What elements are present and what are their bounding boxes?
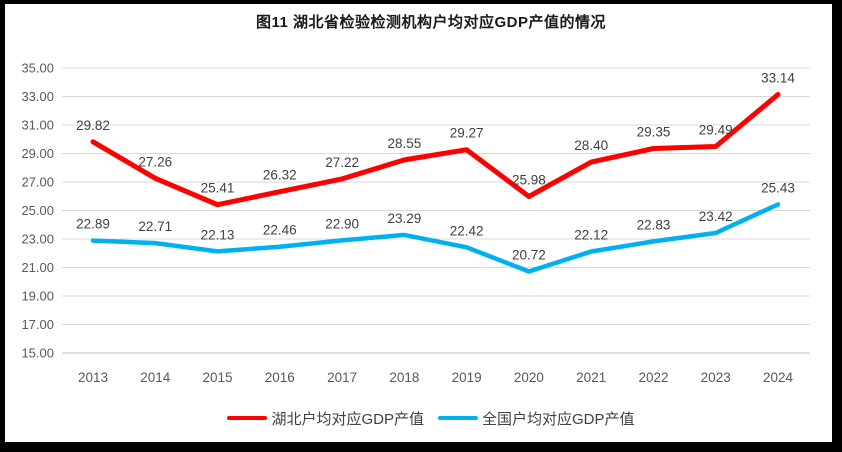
data-label-0: 25.98 bbox=[512, 173, 546, 188]
y-tick-label: 35.00 bbox=[21, 61, 54, 76]
data-label-0: 29.49 bbox=[699, 123, 733, 138]
data-label-1: 20.72 bbox=[512, 248, 546, 263]
series-line-1 bbox=[90, 202, 781, 274]
data-label-0: 27.26 bbox=[138, 154, 172, 169]
line-chart-plot: 15.00 17.00 19.00 21.00 23.00 25.00 27.00 29.00… bbox=[21, 61, 810, 385]
x-tick-label: 2020 bbox=[514, 370, 544, 385]
x-tick-label: 2014 bbox=[140, 370, 171, 385]
y-tick-label: 27.00 bbox=[21, 175, 54, 190]
y-tick-label: 31.00 bbox=[21, 118, 54, 133]
data-label-0: 27.22 bbox=[325, 155, 359, 170]
data-label-0: 29.35 bbox=[637, 125, 671, 140]
x-tick-label: 2021 bbox=[576, 370, 606, 385]
y-tick-label: 15.00 bbox=[21, 346, 54, 361]
data-label-1: 22.13 bbox=[201, 227, 235, 242]
y-tick-label: 23.00 bbox=[21, 232, 54, 247]
x-tick-label: 2019 bbox=[452, 370, 482, 385]
data-label-1: 22.71 bbox=[138, 219, 172, 234]
data-label-1: 22.12 bbox=[574, 228, 608, 243]
data-label-0: 25.41 bbox=[201, 181, 235, 196]
x-tick-label: 2018 bbox=[389, 370, 419, 385]
legend-label-hubei: 湖北户均对应GDP产值 bbox=[271, 410, 424, 428]
chart-legend: 湖北户均对应GDP产值 全国户均对应GDP产值 bbox=[57, 405, 805, 431]
legend-label-national: 全国户均对应GDP产值 bbox=[482, 410, 635, 428]
series-line-0 bbox=[90, 92, 781, 208]
y-tick-label: 17.00 bbox=[21, 317, 54, 332]
x-tick-label: 2013 bbox=[78, 370, 108, 385]
chart-title: 图11 湖北省检验检测机构户均对应GDP产值的情况 bbox=[255, 14, 607, 31]
legend-item-hubei: 湖北户均对应GDP产值 bbox=[227, 408, 424, 429]
x-tick-label: 2024 bbox=[763, 370, 794, 385]
data-label-1: 25.43 bbox=[761, 180, 795, 195]
x-tick-label: 2015 bbox=[202, 370, 232, 385]
y-tick-label: 19.00 bbox=[21, 289, 54, 304]
y-tick-label: 25.00 bbox=[21, 203, 54, 218]
data-label-0: 29.27 bbox=[450, 126, 484, 141]
data-label-1: 22.89 bbox=[76, 217, 110, 232]
data-label-1: 22.83 bbox=[637, 217, 671, 232]
data-label-0: 29.82 bbox=[76, 118, 110, 133]
x-tick-label: 2022 bbox=[638, 370, 668, 385]
data-label-0: 33.14 bbox=[761, 71, 795, 86]
legend-swatch-hubei bbox=[227, 416, 268, 420]
x-tick-label: 2023 bbox=[701, 370, 731, 385]
legend-swatch-national bbox=[438, 416, 478, 420]
y-tick-label: 29.00 bbox=[21, 146, 54, 161]
y-tick-label: 33.00 bbox=[21, 89, 54, 104]
data-label-1: 22.46 bbox=[263, 223, 297, 238]
data-label-1: 23.42 bbox=[699, 209, 733, 224]
data-label-1: 23.29 bbox=[388, 211, 422, 226]
data-label-0: 28.40 bbox=[574, 138, 608, 153]
data-label-0: 26.32 bbox=[263, 168, 297, 183]
data-label-0: 28.55 bbox=[388, 136, 422, 151]
y-tick-label: 21.00 bbox=[21, 260, 54, 275]
x-tick-label: 2016 bbox=[265, 370, 295, 385]
data-label-1: 22.42 bbox=[450, 223, 484, 238]
legend-item-national: 全国户均对应GDP产值 bbox=[438, 408, 635, 429]
x-tick-label: 2017 bbox=[327, 370, 357, 385]
data-label-1: 22.90 bbox=[325, 216, 359, 231]
